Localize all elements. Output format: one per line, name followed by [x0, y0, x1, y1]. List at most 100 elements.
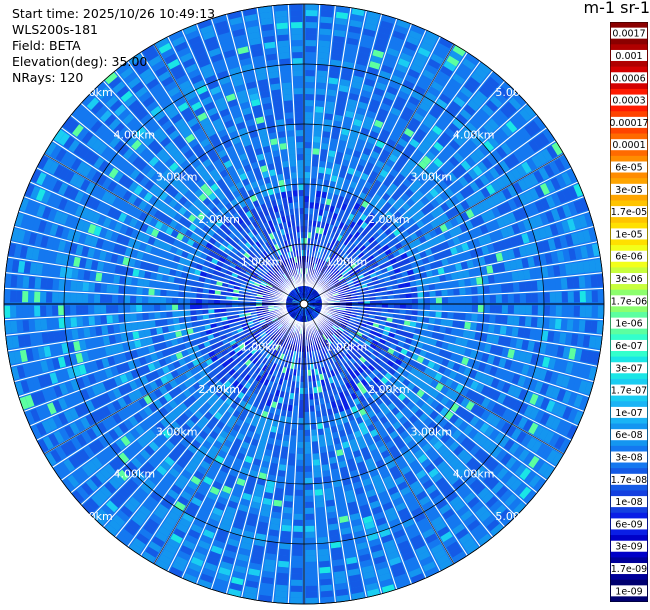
- range-gate-cell: [305, 591, 318, 598]
- range-gate-cell: [478, 362, 487, 372]
- range-gate-cell: [292, 555, 303, 562]
- range-gate-cell: [171, 506, 183, 517]
- range-gate-cell: [270, 325, 276, 331]
- range-gate-cell: [406, 496, 417, 507]
- range-gate-cell: [122, 394, 132, 405]
- range-gate-cell: [248, 568, 261, 577]
- range-gate-cell: [283, 94, 293, 101]
- range-gate-cell: [137, 321, 144, 330]
- range-gate-cell: [167, 347, 175, 355]
- range-gate-cell: [318, 52, 329, 60]
- range-gate-cell: [76, 281, 84, 292]
- range-gate-cell: [149, 280, 156, 288]
- range-gate-cell: [335, 330, 342, 336]
- range-gate-cell: [541, 446, 553, 460]
- range-gate-cell: [45, 452, 57, 466]
- range-gate-cell: [150, 272, 158, 280]
- range-gate-cell: [236, 368, 244, 375]
- range-gate-cell: [327, 156, 335, 163]
- range-gate-cell: [487, 477, 500, 490]
- range-gate-cell: [357, 340, 365, 346]
- range-gate-cell: [430, 389, 440, 399]
- range-gate-cell: [468, 428, 478, 439]
- range-gate-cell: [400, 430, 409, 440]
- range-gate-cell: [268, 468, 277, 476]
- range-gate-cell: [309, 202, 315, 209]
- range-gate-cell: [422, 561, 436, 572]
- range-gate-cell: [68, 455, 80, 469]
- range-gate-cell: [93, 348, 101, 359]
- range-gate-cell: [124, 286, 131, 294]
- range-gate-cell: [135, 510, 148, 522]
- range-gate-cell: [380, 496, 391, 506]
- range-gate-cell: [203, 455, 214, 465]
- range-gate-cell: [304, 357, 307, 364]
- range-gate-cell: [81, 482, 94, 496]
- range-gate-cell: [285, 112, 294, 119]
- range-gate-cell: [317, 172, 324, 180]
- range-gate-cell: [127, 519, 141, 532]
- range-gate-cell: [395, 346, 403, 353]
- range-gate-cell: [418, 438, 428, 448]
- range-gate-cell: [157, 503, 169, 515]
- range-gate-cell: [321, 143, 329, 150]
- range-gate-cell: [213, 539, 225, 549]
- range-gate-cell: [247, 369, 255, 377]
- range-gate-cell: [305, 40, 317, 47]
- range-gate-cell: [474, 528, 488, 541]
- range-gate-cell: [352, 384, 359, 392]
- range-gate-cell: [100, 485, 112, 498]
- range-gate-cell: [214, 411, 223, 420]
- range-gate-cell: [260, 321, 267, 326]
- range-gate-cell: [338, 336, 344, 342]
- range-gate-cell: [286, 477, 294, 484]
- range-gate-cell: [167, 538, 180, 550]
- range-gate-cell: [346, 344, 353, 351]
- range-gate-cell: [398, 460, 408, 470]
- range-gate-cell: [148, 457, 159, 469]
- range-gate-cell: [77, 328, 85, 339]
- range-gate-cell: [282, 341, 287, 348]
- range-gate-cell: [100, 315, 107, 325]
- range-gate-cell: [452, 478, 464, 490]
- range-gate-cell: [306, 315, 309, 322]
- range-gate-cell: [198, 540, 211, 550]
- range-gate-cell: [555, 373, 565, 386]
- range-gate-cell: [276, 572, 289, 580]
- range-gate-cell: [462, 538, 476, 550]
- range-gate-cell: [212, 368, 220, 376]
- range-gate-cell: [343, 421, 351, 430]
- range-gate-cell: [549, 433, 560, 447]
- range-gate-cell: [96, 453, 108, 466]
- range-gate-cell: [87, 350, 95, 361]
- range-gate-cell: [338, 405, 345, 413]
- range-gate-cell: [150, 491, 162, 503]
- range-gate-cell: [106, 294, 113, 303]
- range-gate-cell: [107, 356, 116, 366]
- range-gate-cell: [268, 354, 274, 361]
- range-gate-cell: [269, 431, 276, 439]
- range-gate-cell: [383, 475, 393, 485]
- range-gate-cell: [307, 369, 312, 376]
- range-gate-cell: [268, 323, 275, 329]
- range-gate-cell: [75, 352, 84, 364]
- range-gate-cell: [305, 52, 316, 59]
- range-gate-cell: [259, 588, 273, 597]
- range-gate-cell: [344, 346, 351, 353]
- range-gate-cell: [252, 331, 259, 337]
- range-gate-cell: [449, 546, 463, 558]
- range-gate-cell: [160, 375, 169, 385]
- range-gate-cell: [305, 16, 318, 23]
- range-gate-cell: [261, 576, 274, 585]
- range-gate-cell: [427, 324, 435, 331]
- range-gate-cell: [352, 524, 364, 533]
- range-gate-cell: [315, 304, 322, 306]
- range-gate-cell: [393, 388, 402, 397]
- range-gate-cell: [279, 143, 287, 150]
- range-gate-cell: [264, 344, 270, 351]
- range-gate-cell: [154, 304, 161, 311]
- range-gate-cell: [290, 10, 303, 17]
- range-gate-cell: [340, 323, 347, 328]
- range-gate-cell: [272, 95, 282, 103]
- range-gate-cell: [101, 358, 110, 368]
